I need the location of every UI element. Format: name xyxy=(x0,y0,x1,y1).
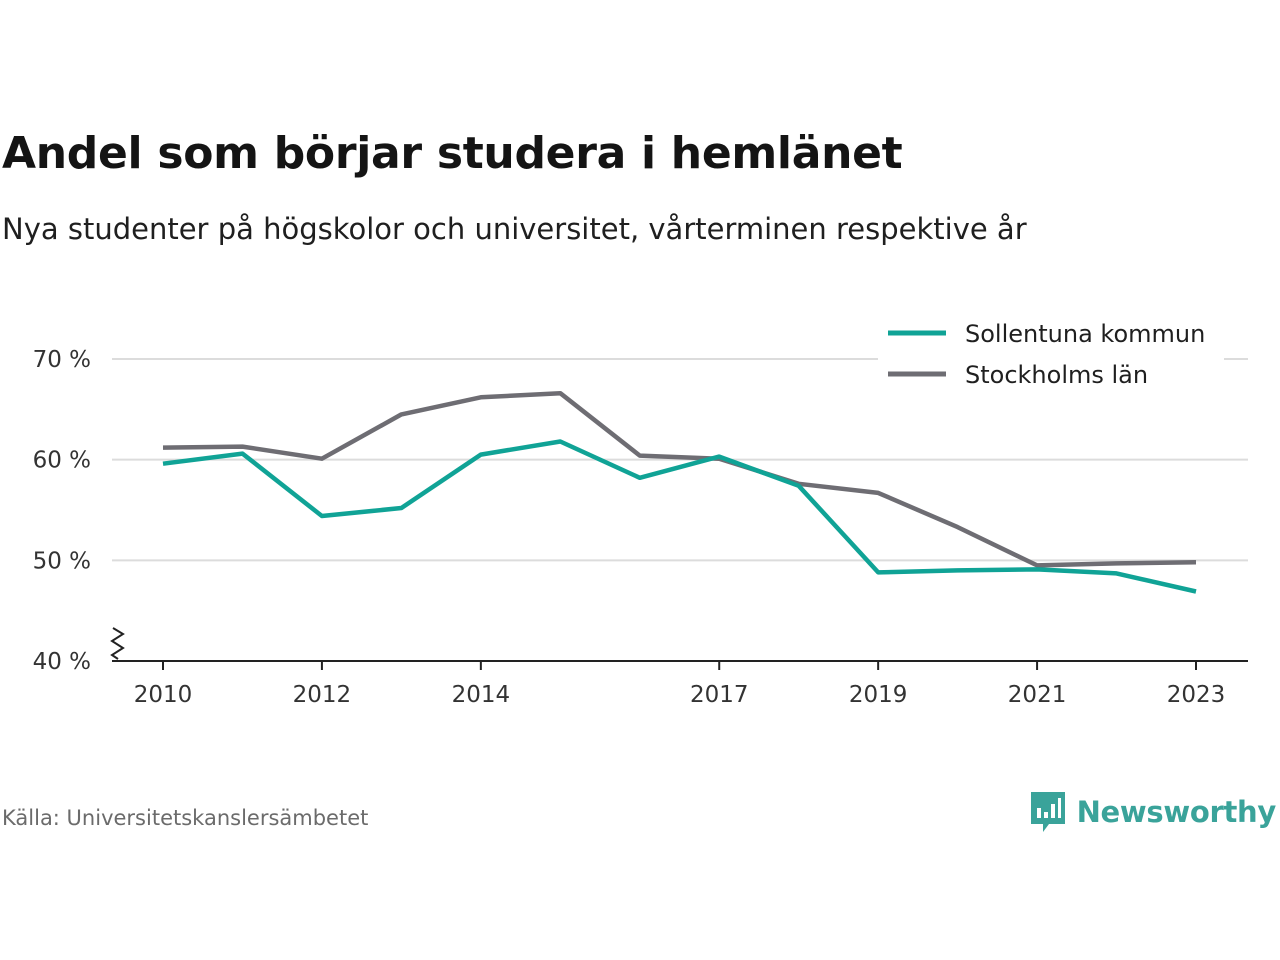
x-tick-label: 2019 xyxy=(849,682,908,708)
chart-subtitle: Nya studenter på högskolor och universit… xyxy=(2,212,1027,246)
series-line-stockholm xyxy=(162,390,1197,568)
x-tick-label: 2023 xyxy=(1167,682,1226,708)
brand-name: Newsworthy xyxy=(1076,795,1277,829)
x-tick-label: 2021 xyxy=(1008,682,1067,708)
brand-logo: Newsworthy xyxy=(1029,790,1276,834)
legend-background xyxy=(878,312,1224,400)
chart-title: Andel som börjar studera i hemlänet xyxy=(2,128,903,179)
axis-break-mark xyxy=(110,627,125,660)
x-tick-label: 2017 xyxy=(690,682,749,708)
y-tick-label: 70 % xyxy=(33,347,91,373)
axes: 40 % 50 % 60 % 70 % 2010 2012 2014 2017 2019 2021… xyxy=(33,347,1248,708)
y-tick-label: 60 % xyxy=(33,448,91,474)
x-tick-label: 2012 xyxy=(293,682,352,708)
y-tick-label: 50 % xyxy=(33,548,91,574)
x-tick-label: 2010 xyxy=(134,682,193,708)
legend: Sollentuna kommun Stockholms län xyxy=(878,312,1224,400)
bar-chart-speech-bubble-icon xyxy=(1030,792,1065,832)
source-note: Källa: Universitetskanslersämbetet xyxy=(2,806,369,830)
legend-label: Stockholms län xyxy=(965,361,1148,389)
y-tick-label: 40 % xyxy=(33,649,91,675)
series-line-sollentuna xyxy=(162,439,1197,594)
series-lines xyxy=(162,390,1197,594)
legend-label: Sollentuna kommun xyxy=(965,320,1205,348)
x-tick-label: 2014 xyxy=(452,682,511,708)
